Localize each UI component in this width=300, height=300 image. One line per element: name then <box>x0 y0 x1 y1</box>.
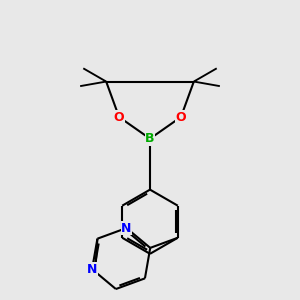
Text: N: N <box>121 221 132 235</box>
Text: N: N <box>87 263 97 276</box>
Text: B: B <box>145 132 155 145</box>
Text: O: O <box>176 110 186 124</box>
Text: O: O <box>114 110 124 124</box>
